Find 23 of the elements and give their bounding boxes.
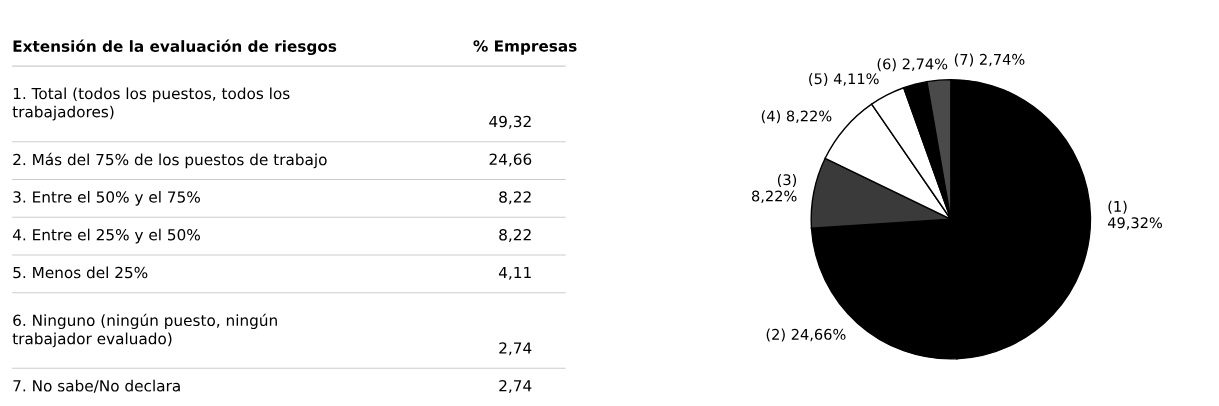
- text: % Empresas: [473, 40, 577, 55]
- data-label: (6) 2,74%: [877, 58, 948, 72]
- data-label: (1) 49,32%: [1107, 200, 1163, 230]
- text: 2. Más del 75% de los puestos de trabajo: [13, 152, 327, 169]
- data-label: (2) 24,66%: [766, 328, 846, 342]
- text: 7. No sabe/No declara: [13, 379, 180, 393]
- text: 8,22: [499, 228, 531, 243]
- text: 8,22: [499, 191, 531, 205]
- text: 6. Ninguno (ningún puesto, ningún trabajador evaluado): [12, 313, 277, 348]
- text: 4,11: [498, 266, 531, 280]
- text: 24,66: [489, 153, 532, 167]
- text: Extensión de la evaluación de riesgos: [13, 39, 337, 56]
- text: 49,32: [489, 115, 531, 129]
- data-label: (5) 4,11%: [809, 72, 879, 86]
- data-label: (3) 8,22%: [751, 173, 797, 204]
- text: 2,74: [499, 380, 532, 394]
- text: 1. Total (todos los puestos, todos los trabajadores): [12, 87, 290, 121]
- text: 2,74: [499, 342, 532, 356]
- data-label: (7) 2,74%: [954, 53, 1025, 67]
- text: 5. Menos del 25%: [13, 266, 148, 279]
- data-label: (4) 8,22%: [761, 110, 832, 124]
- text: 3. Entre el 50% y el 75%: [13, 190, 200, 206]
- text: 4. Entre el 25% y el 50%: [12, 228, 200, 244]
